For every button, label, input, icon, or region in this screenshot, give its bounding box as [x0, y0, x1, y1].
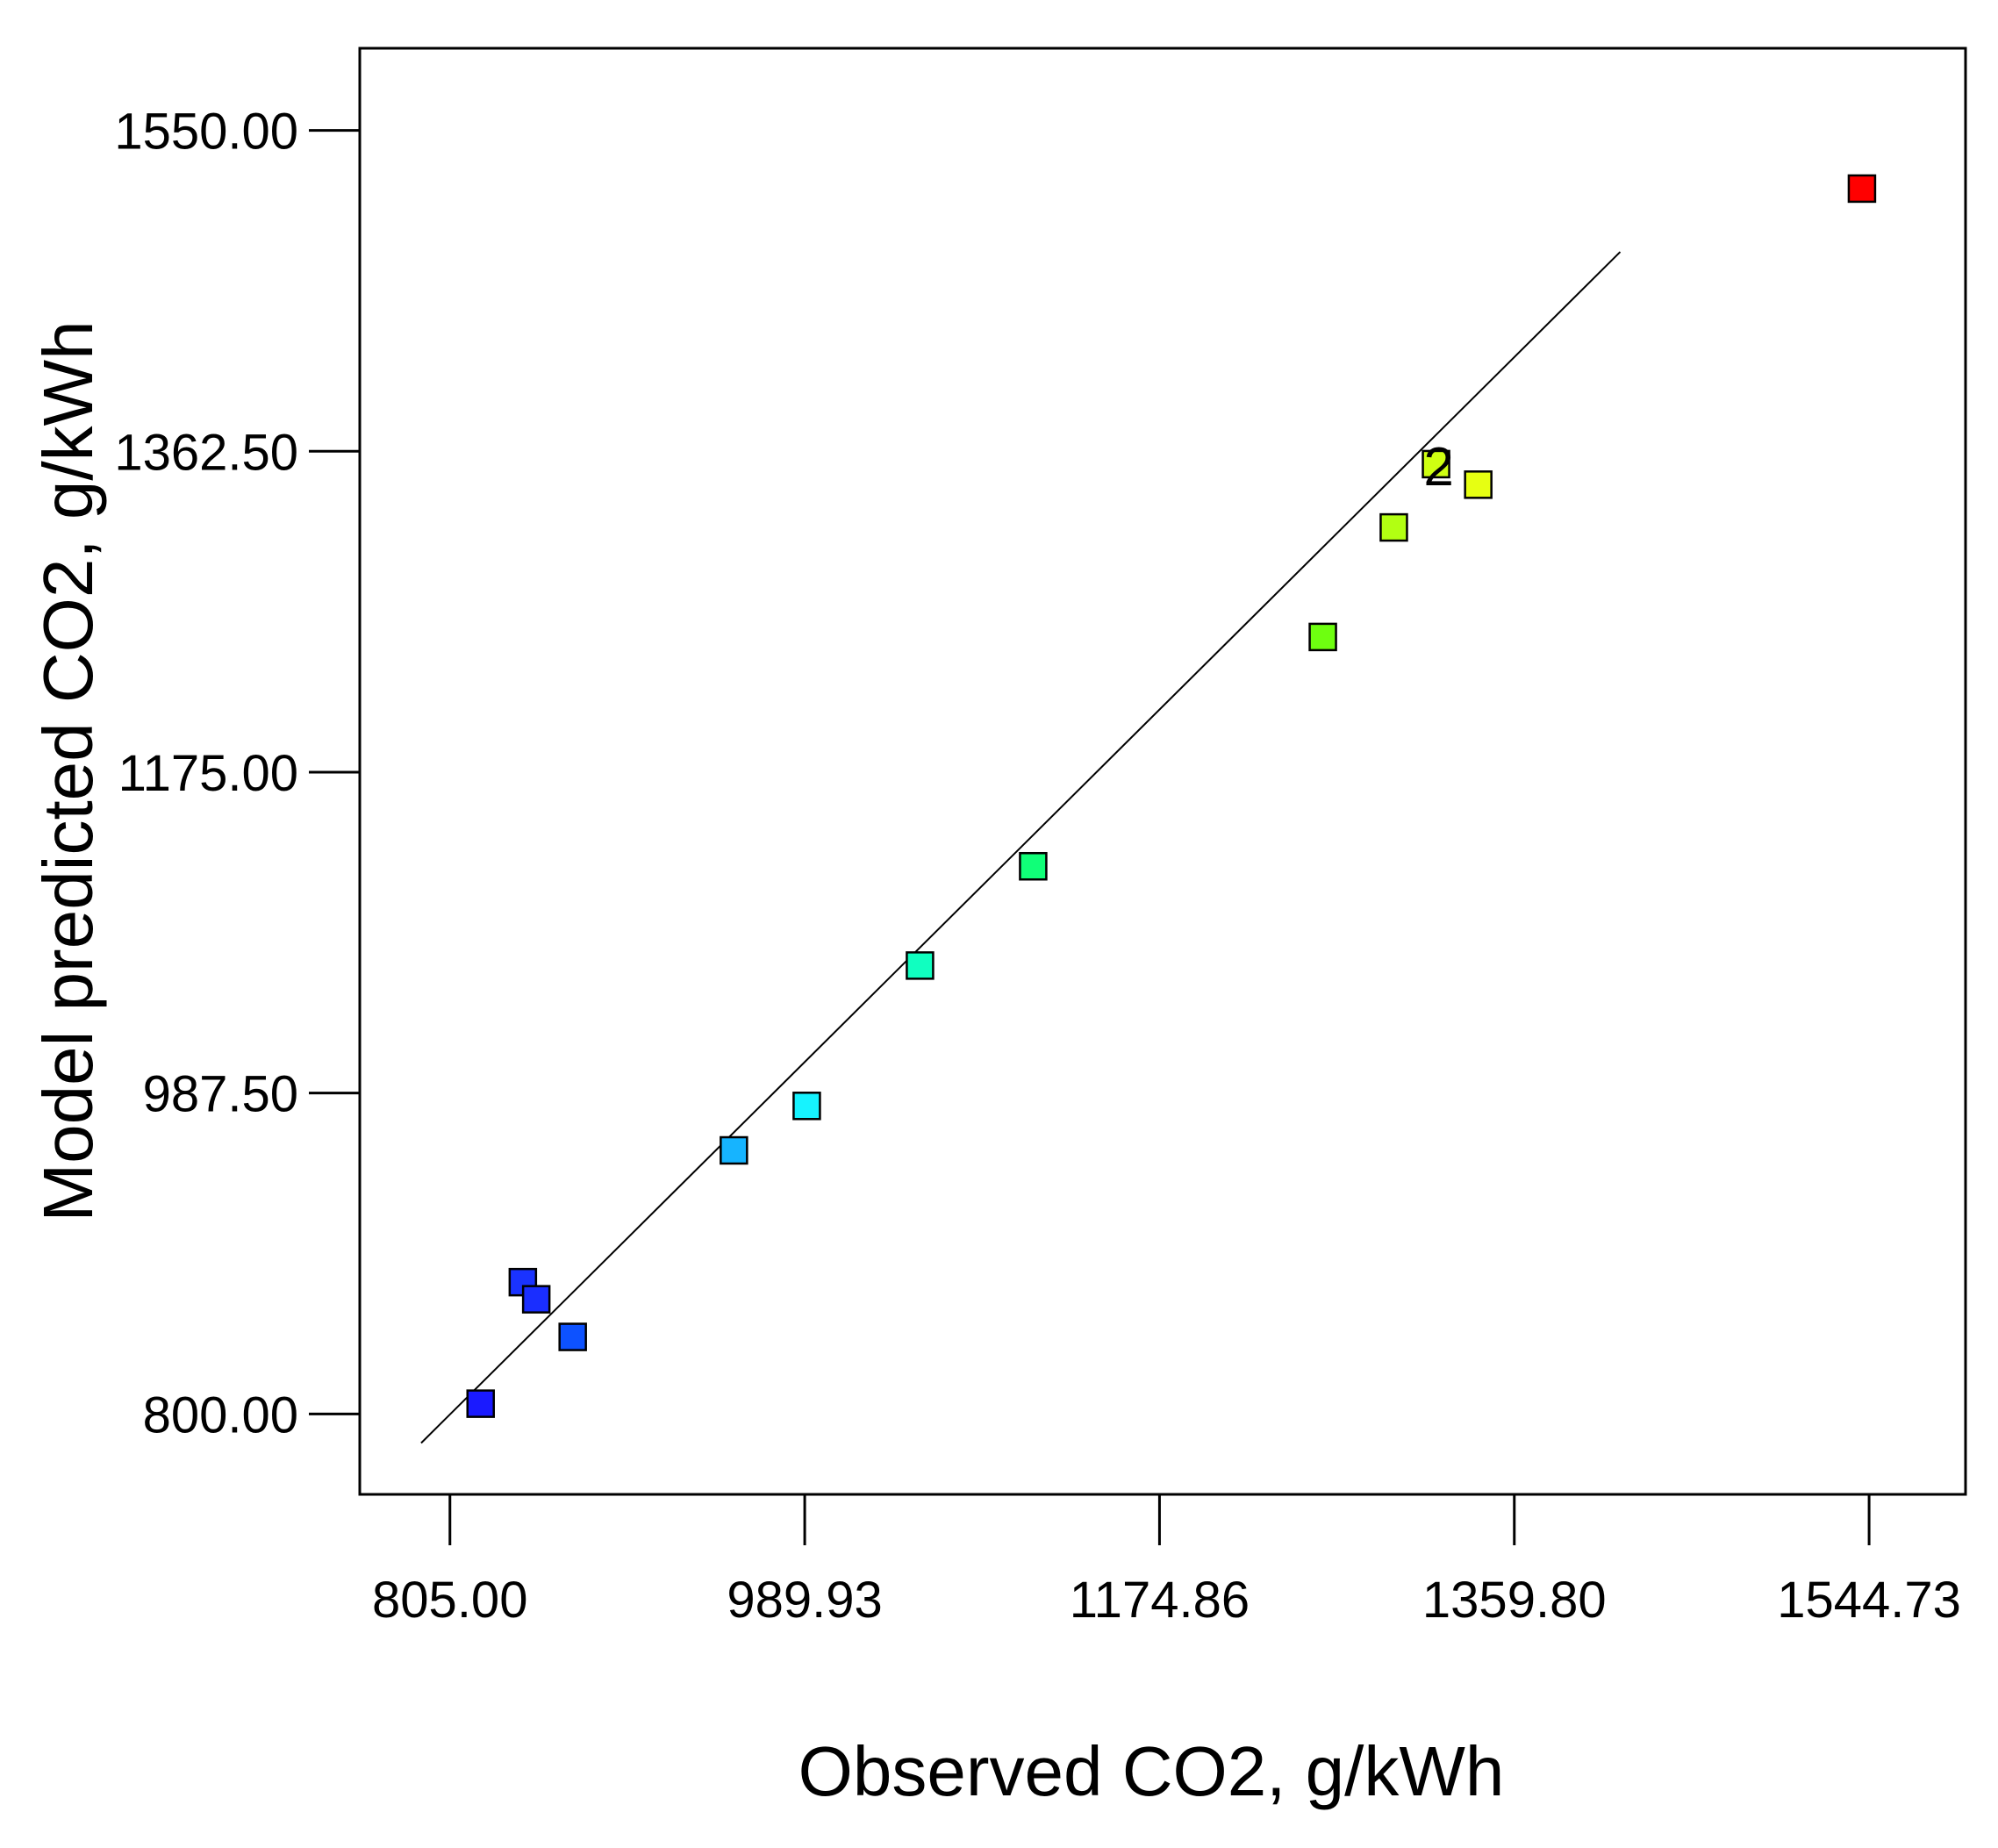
data-points [466, 174, 1877, 1418]
y-axis: 800.00 987.50 1175.00 1362.50 1550.00 [114, 104, 360, 1443]
data-point [1847, 174, 1877, 204]
data-point [1308, 622, 1337, 652]
y-tick-label: 987.50 [143, 1066, 298, 1123]
data-point [1379, 512, 1408, 542]
plot-frame [358, 47, 1967, 1496]
x-axis: 805.00 989.93 1174.86 1359.80 1544.73 [372, 1494, 1961, 1629]
data-point [558, 1322, 587, 1351]
x-tick-label: 1174.86 [1070, 1572, 1250, 1629]
data-point [1019, 851, 1048, 881]
x-tick-label: 805.00 [372, 1572, 527, 1629]
data-point [720, 1135, 748, 1165]
x-tick-label: 989.93 [727, 1572, 882, 1629]
x-axis-title: Observed CO2, g/kWh [798, 1732, 1505, 1810]
data-point [906, 951, 935, 980]
point-count-label: 2 [1423, 437, 1453, 498]
data-point [521, 1285, 551, 1314]
annotations: 2 [1423, 437, 1453, 498]
data-point [1422, 449, 1450, 479]
data-point [1464, 470, 1493, 499]
y-tick-label: 1175.00 [118, 745, 298, 802]
y-axis-title: Model predicted CO2, g/kWh [29, 320, 107, 1221]
y-tick-label: 1550.00 [114, 104, 298, 161]
x-tick-label: 1359.80 [1422, 1572, 1607, 1629]
data-point [792, 1092, 821, 1121]
x-tick-label: 1544.73 [1777, 1572, 1961, 1629]
y-tick-label: 800.00 [143, 1386, 298, 1443]
data-point [466, 1389, 495, 1418]
y-tick-label: 1362.50 [114, 424, 298, 481]
fit-line [420, 251, 1622, 1444]
